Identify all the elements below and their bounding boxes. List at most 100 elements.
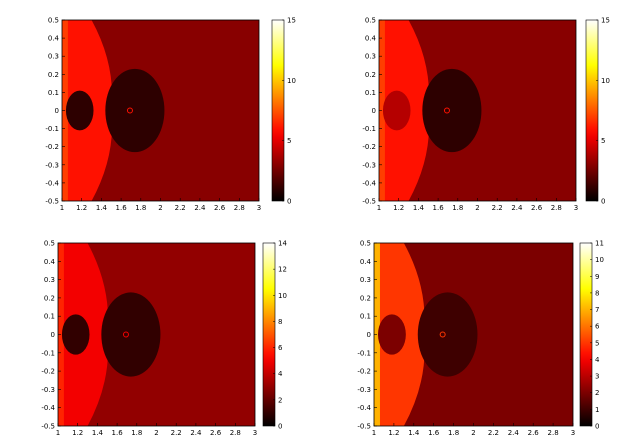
colorbar-tick-label: 11 — [595, 240, 604, 248]
colorbar-tick-label: 14 — [278, 240, 287, 248]
colorbar — [579, 242, 593, 427]
x-tick-label: 3 — [257, 204, 261, 212]
colorbar-tick-label: 5 — [287, 137, 291, 145]
x-tick-label: 2 — [158, 204, 162, 212]
y-tick-label: 0.4 — [360, 258, 372, 266]
x-tick-label: 2.4 — [190, 429, 202, 437]
small-bulb-region — [65, 90, 94, 131]
colorbar-tick-label: 5 — [601, 137, 605, 145]
x-tick-label: 1.8 — [131, 429, 142, 437]
x-tick-label: 2.8 — [551, 204, 562, 212]
x-tick-label: 2.8 — [234, 204, 245, 212]
x-tick-label: 2.6 — [528, 429, 540, 437]
y-tick-label: -0.5 — [45, 198, 59, 206]
y-tick-label: 0.4 — [365, 35, 377, 43]
colorbar-tick-label: 12 — [278, 266, 287, 274]
y-tick-label: 0.5 — [365, 17, 376, 25]
y-tick-label: 0.3 — [360, 276, 371, 284]
heatmap-field — [58, 243, 255, 426]
heatmap-panel-4: 1 1.2 1.4 1.6 1.8 2 2.2 2.4 2.6 2.8 3 0.5 0.4 0.3 0.2 0… — [357, 240, 604, 438]
y-tick-label: -0.1 — [357, 349, 371, 357]
x-tick-label: 1.2 — [388, 429, 399, 437]
heatmap-panel-3: 1 1.2 1.4 1.6 1.8 2 2.2 2.4 2.6 2.8 3 0.5 0.4 0.3 0.2 0… — [41, 240, 287, 438]
x-tick-label: 3 — [253, 429, 257, 437]
heatmap-field — [374, 243, 573, 426]
y-tick-label: -0.5 — [362, 198, 376, 206]
y-tick-label: 0.2 — [48, 71, 59, 79]
y-tick-label: 0.4 — [44, 258, 56, 266]
x-tick-label: 1.8 — [448, 429, 459, 437]
y-tick-label: 0.4 — [48, 35, 60, 43]
y-tick-label: 0.1 — [44, 313, 55, 321]
colorbar-tick-label: 10 — [287, 77, 296, 85]
y-tick-label: 0 — [51, 331, 55, 339]
x-tick-label: 2.8 — [230, 429, 241, 437]
heatmap-panel-2: 1 1.2 1.4 1.6 1.8 2 2.2 2.4 2.6 2.8 3 0.5 0.4 0.3 0.2 0… — [362, 17, 610, 213]
bulb-center-mark — [122, 331, 129, 338]
colorbar — [585, 19, 599, 202]
small-bulb-region — [382, 90, 411, 131]
x-tick-label: 1.4 — [408, 429, 420, 437]
colorbar-tick-label: 0 — [278, 423, 282, 431]
y-tick-label: -0.1 — [45, 125, 59, 133]
y-tick-label: -0.4 — [357, 404, 371, 412]
x-tick-label: 1.4 — [413, 204, 425, 212]
colorbar-tick-label: 9 — [595, 273, 599, 281]
y-tick-label: 0.2 — [360, 294, 371, 302]
colorbar — [271, 19, 285, 202]
x-tick-label: 1 — [377, 204, 381, 212]
y-tick-label: 0.3 — [365, 53, 376, 61]
colorbar-tick-label: 7 — [595, 306, 599, 314]
y-tick-label: -0.1 — [362, 125, 376, 133]
x-tick-label: 2.6 — [210, 429, 222, 437]
x-tick-label: 2.8 — [548, 429, 559, 437]
y-tick-label: -0.4 — [41, 404, 55, 412]
x-tick-label: 2.6 — [531, 204, 543, 212]
main-bulb-region — [422, 68, 482, 153]
y-tick-label: -0.4 — [362, 179, 376, 187]
y-tick-label: -0.5 — [41, 423, 55, 431]
y-tick-label: -0.3 — [362, 161, 376, 169]
colorbar-tick-label: 6 — [595, 323, 600, 331]
colorbar-tick-label: 1 — [595, 406, 599, 414]
y-tick-label: 0.1 — [48, 89, 59, 97]
x-tick-label: 1.6 — [112, 429, 124, 437]
heatmap-field — [62, 20, 259, 201]
colorbar-tick-label: 2 — [278, 396, 282, 404]
x-tick-label: 1.6 — [428, 429, 440, 437]
colorbar-tick-label: 8 — [595, 289, 599, 297]
x-tick-label: 1.8 — [135, 204, 146, 212]
bulb-center-mark — [443, 107, 450, 114]
y-tick-label: 0 — [367, 331, 371, 339]
y-tick-label: -0.2 — [362, 143, 376, 151]
x-tick-label: 2 — [471, 429, 475, 437]
colorbar-tick-label: 0 — [601, 198, 605, 206]
x-tick-label: 2 — [475, 204, 479, 212]
main-bulb-region — [101, 292, 161, 377]
colorbar-tick-label: 10 — [601, 77, 610, 85]
x-tick-label: 1.4 — [96, 204, 108, 212]
x-tick-label: 2 — [154, 429, 158, 437]
x-tick-label: 2.2 — [488, 429, 499, 437]
y-tick-label: -0.3 — [45, 161, 59, 169]
colorbar — [262, 242, 276, 427]
colorbar-tick-label: 10 — [595, 256, 604, 264]
colorbar-tick-label: 3 — [595, 373, 599, 381]
y-tick-label: 0.1 — [360, 313, 371, 321]
main-bulb-region — [105, 68, 165, 153]
colorbar-tick-label: 2 — [595, 389, 599, 397]
colorbar-tick-label: 6 — [278, 344, 283, 352]
x-tick-label: 1.2 — [393, 204, 404, 212]
x-tick-label: 2.4 — [511, 204, 523, 212]
heatmap-panel-1: 1 1.2 1.4 1.6 1.8 2 2.2 2.4 2.6 2.8 3 0.5 0.4 0.3 0.2 0… — [45, 17, 296, 213]
x-tick-label: 1 — [372, 429, 376, 437]
x-tick-label: 3 — [571, 429, 575, 437]
colorbar-tick-label: 5 — [595, 339, 599, 347]
x-tick-label: 2.6 — [214, 204, 226, 212]
bulb-center-mark — [126, 107, 133, 114]
y-tick-label: -0.3 — [41, 386, 55, 394]
x-tick-label: 1 — [56, 429, 60, 437]
heatmap-field — [379, 20, 576, 201]
x-tick-label: 1.4 — [92, 429, 104, 437]
y-tick-label: 0.5 — [44, 240, 55, 248]
